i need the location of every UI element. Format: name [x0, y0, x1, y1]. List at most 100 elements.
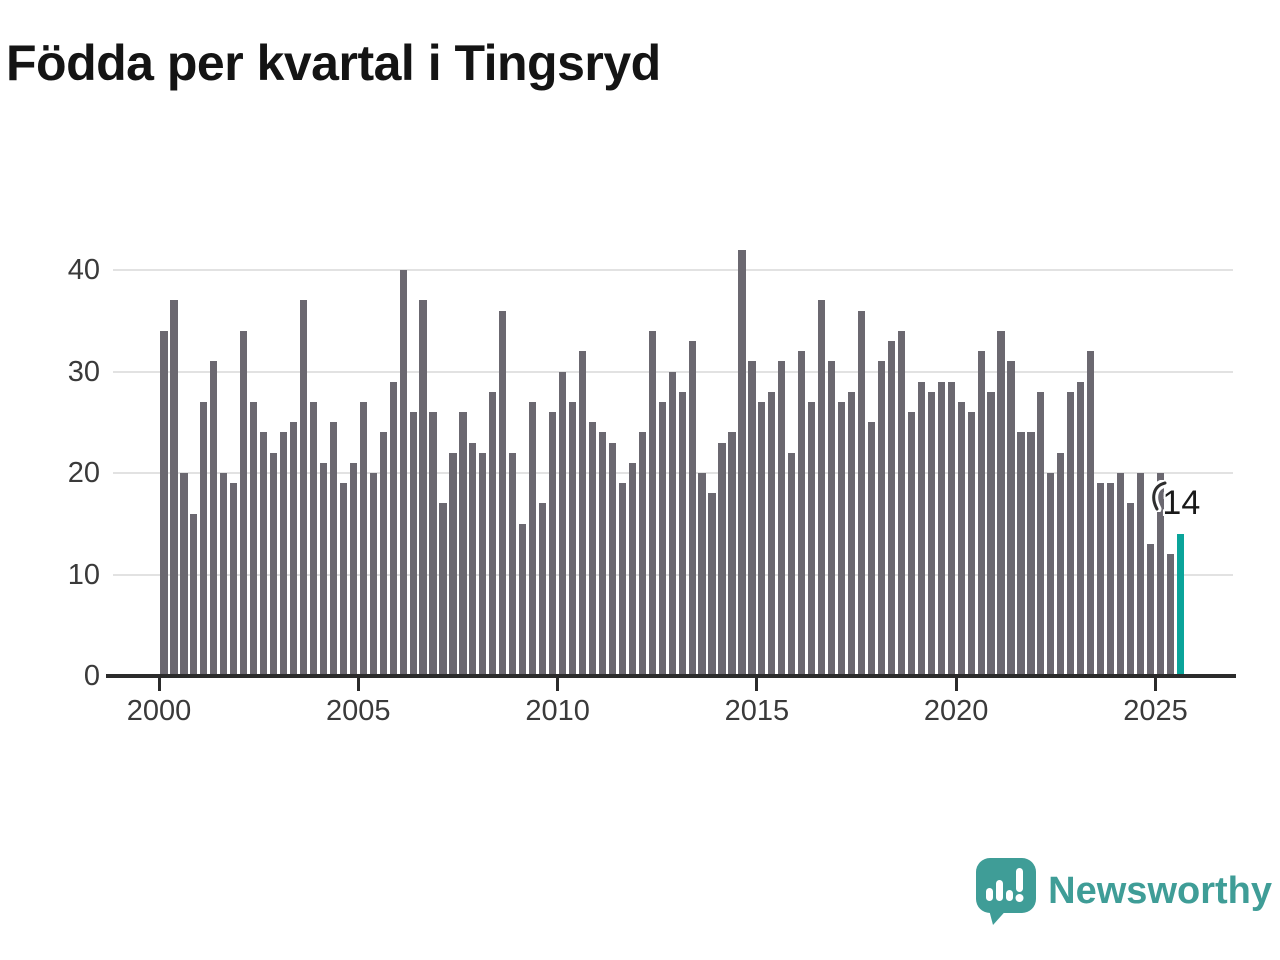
- bar: [967, 412, 975, 676]
- bar: [519, 523, 527, 676]
- bar: [399, 270, 407, 676]
- bar: [1067, 391, 1075, 676]
- bar: [768, 391, 776, 676]
- x-axis-tick-label: 2000: [126, 695, 192, 727]
- bar: [897, 330, 905, 676]
- bar: [279, 432, 288, 676]
- bar: [867, 422, 876, 676]
- bar: [1097, 483, 1105, 676]
- bar: [907, 412, 915, 676]
- bar: [977, 351, 985, 676]
- bar: [658, 401, 666, 676]
- bar: [1117, 473, 1125, 676]
- bar: [1077, 381, 1085, 676]
- bar: [499, 310, 507, 676]
- bar: [798, 351, 806, 676]
- bar: [449, 452, 457, 676]
- annotation-leader-line: [1149, 480, 1170, 512]
- bar: [1037, 391, 1045, 676]
- bar: [728, 432, 736, 676]
- bar: [1027, 432, 1035, 676]
- bar: [917, 381, 925, 676]
- newsworthy-logo: Newsworthy: [974, 856, 1272, 926]
- bar: [379, 432, 387, 676]
- bar: [748, 361, 756, 676]
- bar: [389, 381, 397, 676]
- bar: [160, 330, 168, 676]
- bar: [309, 401, 318, 676]
- bar: [549, 412, 557, 676]
- bar: [957, 401, 965, 676]
- x-axis-tick-2005: [356, 678, 360, 691]
- x-axis-tick-2025: [1154, 678, 1157, 691]
- bar: [1136, 473, 1145, 676]
- bar: [887, 341, 895, 676]
- bar: [1156, 473, 1165, 676]
- bar: [409, 412, 417, 676]
- bar: [668, 371, 676, 676]
- bar: [1057, 452, 1065, 676]
- bar: [329, 422, 337, 676]
- bar: [1166, 554, 1175, 676]
- bar: [808, 401, 816, 676]
- bar: [698, 473, 706, 676]
- bar: [180, 473, 188, 676]
- x-axis-tick-label: 2005: [326, 695, 391, 727]
- bar: [509, 452, 517, 676]
- bar: [269, 452, 278, 676]
- bar: [947, 381, 955, 676]
- bar: [1146, 544, 1155, 676]
- bar: [847, 391, 856, 676]
- bar: [200, 401, 208, 676]
- y-axis-tick-label: 40: [67, 254, 100, 286]
- bar: [170, 300, 178, 676]
- bar: [638, 432, 646, 676]
- bar: [927, 391, 935, 676]
- bar: [688, 341, 696, 676]
- bar: [598, 432, 607, 676]
- x-axis-tick-2020: [954, 678, 958, 691]
- bar: [588, 422, 597, 676]
- bar: [319, 462, 327, 676]
- y-axis-tick-label: 30: [67, 355, 100, 388]
- bar: [678, 391, 686, 676]
- bar: [1107, 483, 1115, 676]
- bar: [240, 330, 248, 676]
- bar: [708, 493, 716, 676]
- newsworthy-logo-text: Newsworthy: [1048, 869, 1272, 912]
- newsworthy-logo-icon: [976, 858, 1037, 925]
- bar: [339, 483, 347, 676]
- bar: [419, 300, 427, 676]
- bar: [210, 361, 218, 676]
- bar: [877, 361, 886, 676]
- chart-title: Födda per kvartal i Tingsryd: [6, 35, 661, 91]
- bar: [230, 483, 238, 676]
- bar: [190, 513, 198, 676]
- x-axis-tick-label: 2015: [724, 695, 790, 727]
- bar: [1007, 361, 1015, 676]
- bar: [937, 381, 945, 676]
- x-axis-line: [106, 674, 1236, 678]
- bar: [529, 401, 537, 676]
- bar: [439, 503, 447, 676]
- bar: [299, 300, 308, 676]
- bar-highlighted: [1176, 533, 1184, 676]
- bar: [359, 401, 367, 676]
- bar: [469, 442, 477, 676]
- bar: [758, 401, 766, 676]
- bar: [489, 391, 497, 676]
- plot-area: 0 10 20 30 40 2000 2005 2010 2015 2020 2025: [67, 249, 1236, 727]
- bar: [648, 330, 656, 676]
- bar: [987, 391, 995, 676]
- gridline-y-40: [113, 269, 1233, 271]
- x-axis-tick-label: 2020: [923, 695, 989, 727]
- bar: [578, 351, 587, 676]
- bar: [220, 473, 228, 676]
- bar: [459, 412, 467, 676]
- bar: [788, 452, 796, 676]
- bar: [479, 452, 487, 676]
- x-axis-tick-2000: [157, 678, 161, 691]
- bar: [1047, 473, 1055, 676]
- bar: [429, 412, 437, 676]
